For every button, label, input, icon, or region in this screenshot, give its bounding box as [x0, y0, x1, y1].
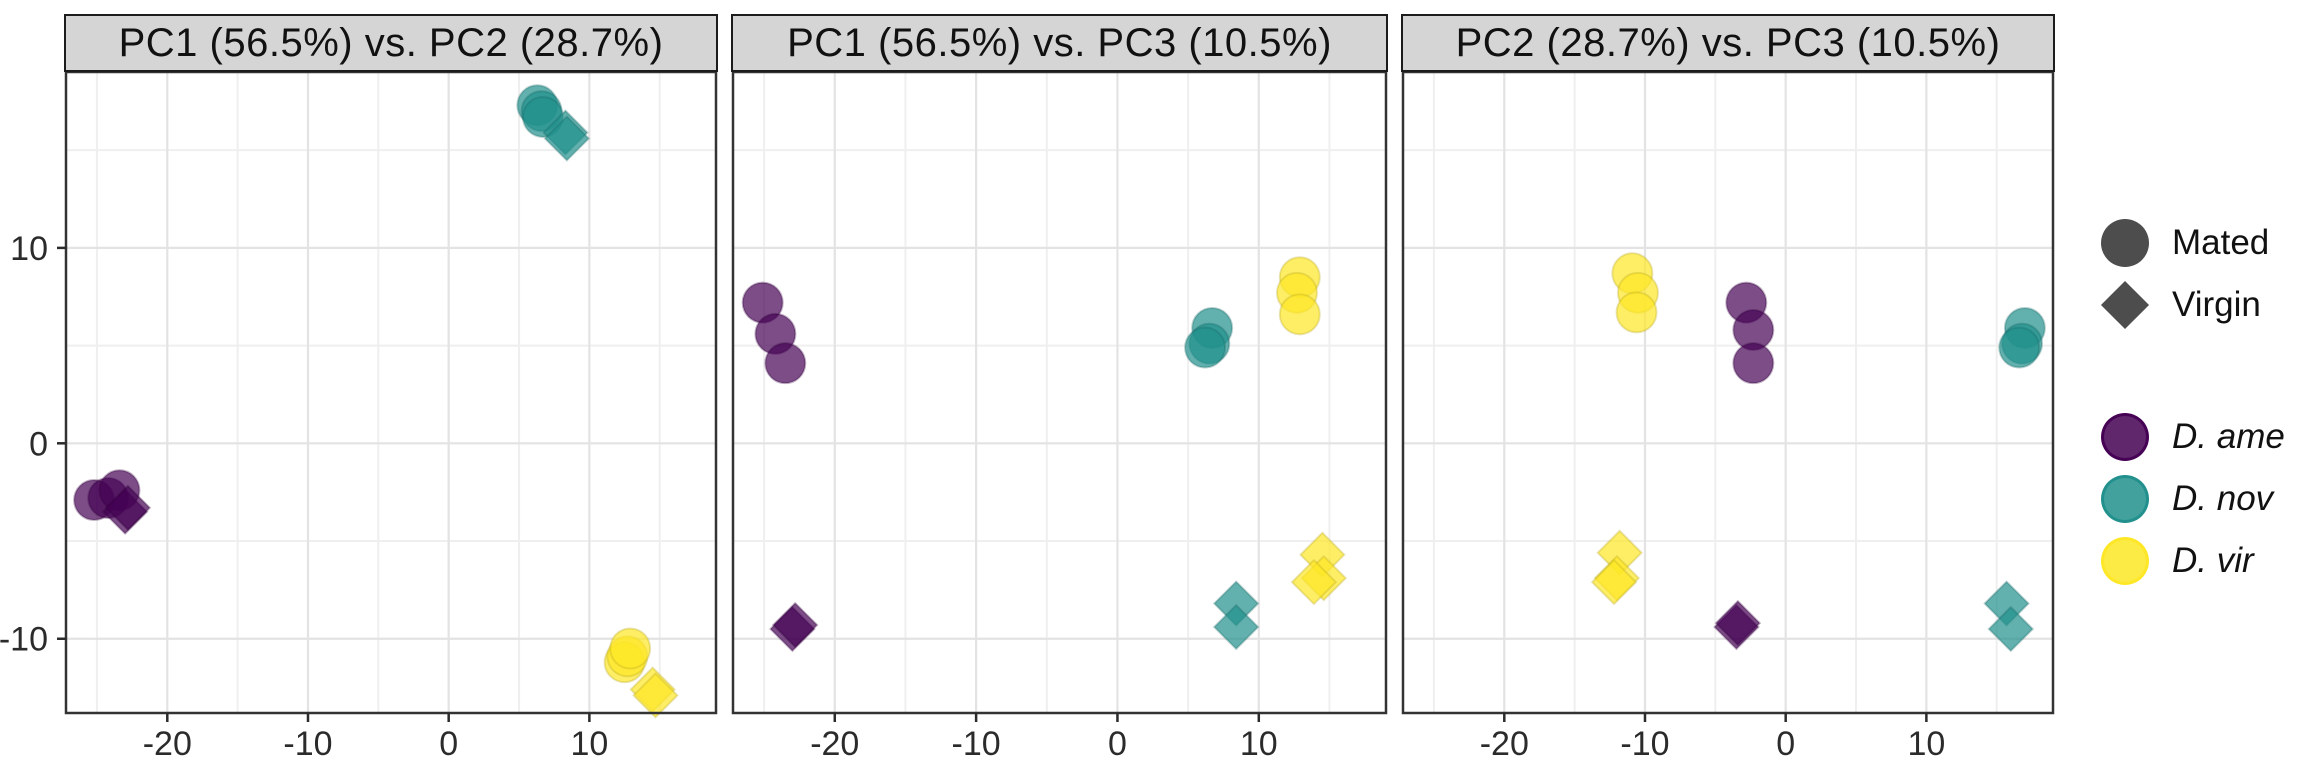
- panel-border: [731, 70, 1388, 715]
- strip-title-text: PC1 (56.5%) vs. PC3 (10.5%): [787, 20, 1332, 65]
- data-point-diamond: [771, 601, 819, 649]
- facet-strip-title-1: PC1 (56.5%) vs. PC2 (28.7%): [64, 14, 718, 72]
- panel-background: [733, 72, 1386, 713]
- virgin-diamond-icon: [2100, 280, 2150, 330]
- strip-title-text: PC2 (28.7%) vs. PC3 (10.5%): [1455, 20, 2001, 65]
- x-tick-label: -20: [1480, 725, 1529, 763]
- y-tick-label: 10: [10, 230, 48, 268]
- d-nov-color-icon: [2100, 474, 2150, 524]
- data-point-circle: [1732, 342, 1775, 385]
- data-point-diamond: [1290, 558, 1338, 606]
- x-tick-label: -10: [952, 725, 1001, 763]
- facet-panel-3: -20 -10 0 10: [1401, 70, 2055, 763]
- data-point-circle: [609, 627, 652, 670]
- panel-border: [64, 70, 718, 715]
- legend-item-d-ame: D. ame: [2100, 406, 2285, 468]
- d-ame-color-icon: [2100, 412, 2150, 462]
- x-tick-label: -10: [1620, 725, 1669, 763]
- data-point-diamond: [1987, 605, 2035, 653]
- facet-strip-title-2: PC1 (56.5%) vs. PC3 (10.5%): [731, 14, 1388, 72]
- legend-item-d-nov: D. nov: [2100, 468, 2285, 530]
- legend-label-d-ame: D. ame: [2172, 417, 2285, 456]
- legend-item-d-vir: D. vir: [2100, 530, 2285, 592]
- panel-border: [1401, 70, 2055, 715]
- legend: Mated Virgin D. ame D. nov D. vir: [2100, 212, 2285, 592]
- x-tick-label: 10: [570, 725, 608, 763]
- x-tick-label: -20: [810, 725, 859, 763]
- data-point-diamond: [543, 115, 591, 162]
- x-tick-label: 0: [1776, 725, 1795, 763]
- legend-label-mated: Mated: [2172, 223, 2270, 262]
- data-point-diamond: [1590, 558, 1638, 606]
- data-point-circle: [1998, 326, 2041, 369]
- x-tick-label: 0: [1108, 725, 1127, 763]
- legend-label-virgin: Virgin: [2172, 285, 2261, 324]
- x-tick-label: 0: [439, 725, 458, 763]
- legend-group-spacer: [2100, 336, 2285, 406]
- data-point-circle: [764, 342, 807, 385]
- data-point-diamond: [1596, 529, 1644, 577]
- legend-item-mated: Mated: [2100, 212, 2285, 274]
- x-tick-label: 10: [1907, 725, 1945, 763]
- facet-panel-1: -20 -10 0 10 -10 0 10: [0, 70, 718, 763]
- d-vir-color-icon: [2100, 536, 2150, 586]
- data-point-diamond: [632, 672, 679, 719]
- y-tick-label: -10: [0, 621, 48, 659]
- strip-title-text: PC1 (56.5%) vs. PC2 (28.7%): [118, 20, 664, 65]
- y-tick-label: 0: [29, 425, 48, 463]
- data-point-circle: [1184, 326, 1227, 369]
- panel-background: [66, 72, 716, 713]
- data-point-diamond: [104, 484, 152, 532]
- legend-label-d-nov: D. nov: [2172, 479, 2274, 518]
- data-point-circle: [1615, 291, 1658, 334]
- data-point-diamond: [1212, 580, 1260, 627]
- legend-item-virgin: Virgin: [2100, 274, 2285, 336]
- legend-label-d-vir: D. vir: [2172, 541, 2254, 580]
- x-tick-label: -20: [143, 725, 192, 763]
- data-point-diamond: [1212, 603, 1260, 651]
- x-tick-label: -10: [283, 725, 332, 763]
- data-point-circle: [1278, 293, 1321, 336]
- data-point-diamond: [1714, 599, 1762, 647]
- facet-strip-title-3: PC2 (28.7%) vs. PC3 (10.5%): [1401, 14, 2055, 72]
- mated-circle-icon: [2100, 218, 2150, 268]
- panel-background: [1403, 72, 2053, 713]
- x-tick-label: 10: [1240, 725, 1278, 763]
- facet-panel-2: -20 -10 0 10: [731, 70, 1388, 763]
